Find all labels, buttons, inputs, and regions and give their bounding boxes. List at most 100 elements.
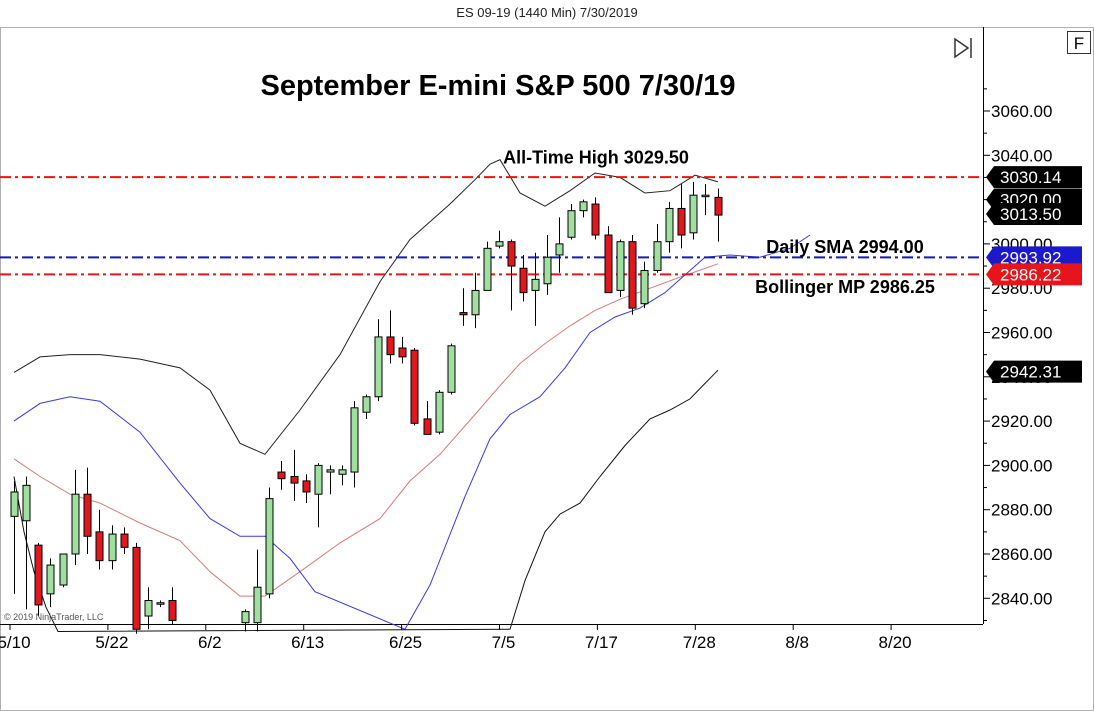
bollinger-bands bbox=[13, 159, 811, 633]
candle-body-down bbox=[507, 241, 516, 267]
candle-body-down bbox=[290, 475, 299, 484]
price-tag-label: 3013.50 bbox=[1000, 205, 1061, 224]
candle-body-up bbox=[555, 243, 564, 256]
candle bbox=[628, 235, 637, 315]
f-button-label: F bbox=[1074, 34, 1084, 53]
candle-body-up bbox=[435, 391, 444, 433]
xtick-label: 6/25 bbox=[389, 633, 422, 652]
chart-caption: ES 09-19 (1440 Min) 7/30/2019 bbox=[456, 5, 638, 20]
xtick-label: 6/13 bbox=[291, 633, 324, 652]
annotation-label: All-Time High 3029.50 bbox=[503, 148, 689, 168]
candle-body-up bbox=[253, 586, 262, 624]
candle bbox=[567, 204, 576, 240]
candle-body-up bbox=[71, 493, 80, 555]
band-sma bbox=[13, 234, 811, 630]
candle bbox=[447, 343, 456, 395]
candle bbox=[265, 487, 274, 599]
xtick-label: 7/5 bbox=[492, 633, 516, 652]
candle bbox=[701, 184, 710, 216]
xtick-label: 5/10 bbox=[0, 633, 31, 652]
price-tag-box bbox=[986, 246, 1082, 269]
candle-body-up bbox=[653, 241, 662, 271]
price-tag-label: 2993.92 bbox=[1000, 248, 1061, 267]
candle bbox=[22, 476, 31, 610]
annotations: All-Time High 3029.50 Daily SMA 2994.00 Bo… bbox=[503, 148, 935, 298]
price-tag-label: 3030.14 bbox=[1000, 168, 1061, 187]
candle bbox=[653, 223, 662, 273]
candle-body-up bbox=[59, 553, 68, 586]
candle bbox=[46, 558, 55, 608]
candle-body-down bbox=[398, 347, 407, 358]
candle bbox=[591, 197, 600, 240]
copyright-text: © 2019 NinjaTrader, LLC bbox=[4, 612, 104, 622]
candle bbox=[241, 609, 250, 632]
price-tag-box bbox=[986, 360, 1082, 383]
candle-body-up bbox=[314, 464, 323, 495]
candle-body-down bbox=[410, 349, 419, 424]
ytick-label: 2860.00 bbox=[991, 545, 1052, 564]
candle-body-down bbox=[168, 600, 177, 621]
candle-body-down bbox=[423, 418, 432, 435]
candle bbox=[459, 288, 468, 326]
candle-body-up bbox=[531, 278, 540, 291]
candle bbox=[555, 217, 564, 273]
price-tag: 2986.22 bbox=[986, 263, 1082, 286]
candle-body-up bbox=[156, 602, 165, 605]
candle-body-up bbox=[616, 241, 625, 291]
candle-body-up bbox=[265, 498, 274, 595]
xtick-label: 6/2 bbox=[198, 633, 222, 652]
candle-body-down bbox=[132, 546, 141, 630]
candle-body-down bbox=[83, 493, 92, 537]
candle bbox=[277, 460, 286, 490]
candle-body-up bbox=[46, 564, 55, 595]
scroll-to-end-icon[interactable] bbox=[954, 37, 972, 59]
ytick-label: 3040.00 bbox=[991, 146, 1052, 165]
candle bbox=[132, 542, 141, 634]
candle bbox=[350, 401, 359, 488]
candle-body-up bbox=[495, 241, 504, 247]
candle-body-up bbox=[338, 469, 347, 475]
candle bbox=[604, 226, 613, 294]
candle bbox=[156, 600, 165, 608]
candle bbox=[326, 465, 335, 495]
ytick-label: 2960.00 bbox=[991, 324, 1052, 343]
candle bbox=[435, 390, 444, 435]
price-tag: 3030.14 bbox=[986, 166, 1082, 189]
annotation-label: Bollinger MP 2986.25 bbox=[755, 277, 935, 297]
candle bbox=[253, 549, 262, 632]
candle-body-down bbox=[519, 267, 528, 294]
candle-body-up bbox=[483, 247, 492, 291]
price-tag-box bbox=[986, 202, 1082, 225]
candle bbox=[714, 188, 723, 242]
candle-body-up bbox=[326, 469, 335, 473]
candle bbox=[374, 319, 383, 402]
candle bbox=[290, 449, 299, 501]
candle-body-up bbox=[144, 600, 153, 617]
candle-body-down bbox=[302, 480, 311, 493]
candle-body-down bbox=[95, 531, 104, 562]
candle-body-down bbox=[677, 207, 686, 236]
price-tag: 3013.50 bbox=[986, 202, 1082, 225]
f-button[interactable]: F bbox=[1067, 31, 1091, 54]
candle-body-up bbox=[701, 194, 710, 198]
candle-body-down bbox=[34, 544, 43, 606]
band-mid bbox=[13, 263, 719, 597]
chart-frame bbox=[0, 27, 1094, 711]
xtick-label: 7/17 bbox=[585, 633, 618, 652]
candle-body-down bbox=[591, 203, 600, 236]
candle-body-down bbox=[120, 533, 129, 548]
candle bbox=[507, 239, 516, 311]
candles bbox=[10, 181, 723, 634]
candle bbox=[168, 587, 177, 625]
candle-body-down bbox=[604, 234, 613, 294]
candle bbox=[34, 542, 43, 617]
candle-body-down bbox=[628, 241, 637, 309]
candle-body-down bbox=[459, 312, 468, 316]
candle bbox=[108, 525, 117, 570]
candle bbox=[665, 201, 674, 253]
candle bbox=[83, 467, 92, 554]
price-tag-label: 2986.22 bbox=[1000, 265, 1061, 284]
candle bbox=[543, 235, 552, 295]
candle-body-up bbox=[10, 491, 19, 517]
